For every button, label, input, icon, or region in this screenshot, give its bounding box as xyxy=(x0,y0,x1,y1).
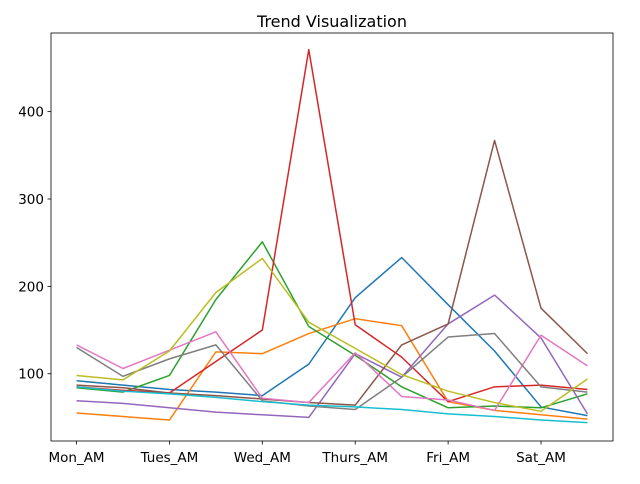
series-line-10 xyxy=(76,386,588,424)
x-tick-label: Tues_AM xyxy=(140,450,199,466)
series-line-2 xyxy=(76,317,588,421)
y-tick-label: 100 xyxy=(18,367,44,383)
series-line-3 xyxy=(76,241,588,409)
series-layer xyxy=(76,48,589,424)
series-line-7 xyxy=(76,331,588,412)
series-line-9 xyxy=(76,257,588,413)
series-line-6 xyxy=(76,139,588,406)
chart-title: Trend Visualization xyxy=(256,12,407,31)
x-tick-label: Sat_AM xyxy=(516,450,566,466)
x-tick-label: Thurs_AM xyxy=(321,450,388,466)
series-line-5 xyxy=(76,294,589,419)
x-tick-label: Wed_AM xyxy=(234,450,291,466)
axes-layer: 100 200 300 400 Mon_AM Tues_AM Wed_AM Thurs_AM F… xyxy=(18,32,614,466)
series-line-8 xyxy=(76,332,588,411)
x-tick-label: Fri_AM xyxy=(426,450,470,466)
y-tick-label: 300 xyxy=(18,192,44,208)
y-tick-label: 400 xyxy=(18,105,44,121)
plot-frame xyxy=(50,32,614,442)
series-line-4 xyxy=(76,48,588,403)
series-line-1 xyxy=(76,256,588,417)
y-tick-label: 200 xyxy=(18,279,44,295)
x-tick-label: Mon_AM xyxy=(48,450,104,466)
